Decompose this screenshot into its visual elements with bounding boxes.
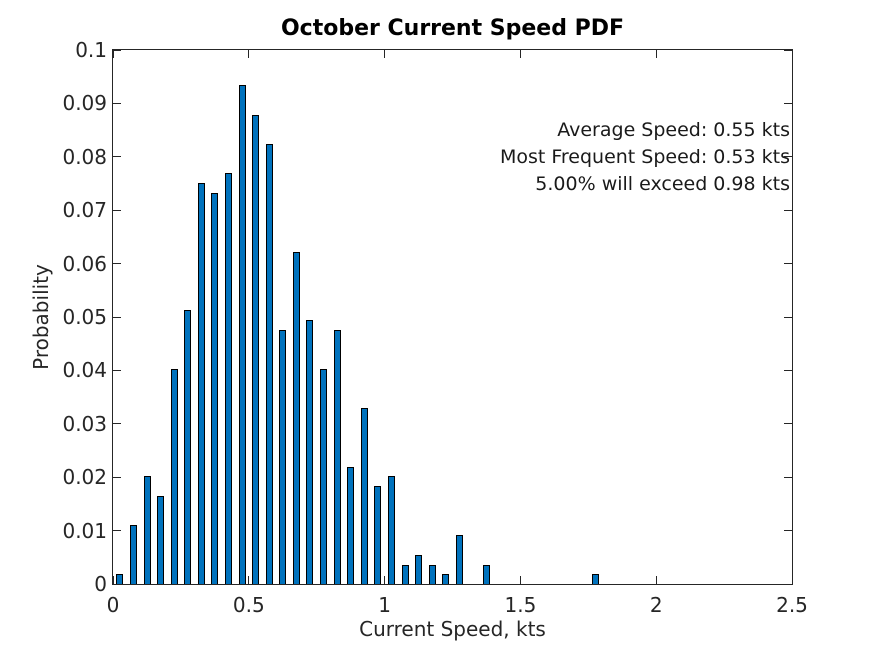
y-tick-label: 0.02	[62, 465, 107, 490]
histogram-bar	[360, 407, 368, 584]
histogram-bar	[279, 329, 287, 584]
chart-title: October Current Speed PDF	[280, 16, 625, 41]
histogram-bar	[428, 564, 436, 584]
x-tick-label: 0	[106, 593, 120, 617]
y-tick-label: 0.05	[62, 305, 107, 329]
histogram-bar	[252, 114, 260, 584]
y-tick-mark	[784, 263, 792, 265]
y-tick-mark	[113, 423, 121, 425]
histogram-bar	[197, 183, 205, 584]
histogram-bar	[129, 525, 137, 584]
y-tick-label: 0	[94, 572, 107, 596]
histogram-bar	[224, 173, 232, 584]
y-tick-mark	[784, 102, 792, 104]
plot-area	[112, 49, 793, 585]
histogram-bar	[415, 554, 423, 584]
x-tick-mark	[384, 576, 386, 584]
annotation-average-speed: Average Speed: 0.55 kts	[557, 119, 790, 141]
y-tick-mark	[113, 583, 121, 585]
x-tick-label: 2.5	[776, 593, 808, 617]
y-tick-mark	[113, 156, 121, 158]
y-tick-mark	[113, 369, 121, 371]
histogram-bar	[238, 85, 246, 584]
histogram-bar	[184, 310, 192, 584]
y-tick-mark	[784, 423, 792, 425]
histogram-bar	[347, 466, 355, 584]
y-tick-label: 0.01	[62, 518, 107, 543]
histogram-bar	[157, 496, 164, 584]
histogram-bar	[591, 574, 599, 584]
x-tick-label: 1	[378, 593, 391, 617]
y-tick-mark	[784, 49, 792, 51]
histogram-bar	[455, 535, 463, 584]
y-tick-label: 0.03	[62, 411, 107, 436]
histogram-bar	[306, 319, 314, 584]
histogram-bar	[265, 143, 273, 584]
x-tick-mark	[655, 576, 657, 584]
histogram-bar	[387, 476, 395, 584]
annotation-most-frequent-speed: Most Frequent Speed: 0.53 kts	[499, 146, 790, 168]
y-tick-mark	[784, 316, 792, 318]
x-tick-label: 0.5	[232, 593, 265, 617]
x-tick-mark	[791, 50, 793, 58]
histogram-bar	[292, 251, 300, 584]
histogram-bar	[483, 564, 490, 584]
y-tick-mark	[784, 369, 792, 371]
y-tick-mark	[784, 209, 792, 211]
y-tick-label: 0.1	[75, 38, 107, 62]
histogram-bar	[442, 574, 450, 584]
y-tick-mark	[784, 583, 792, 585]
y-tick-label: 0.07	[62, 198, 107, 223]
histogram-bar	[401, 564, 409, 584]
y-tick-label: 0.04	[62, 358, 107, 383]
y-tick-mark	[113, 263, 121, 265]
x-tick-mark	[655, 50, 657, 58]
histogram-bar	[143, 476, 151, 584]
x-tick-mark	[112, 576, 114, 584]
y-axis-label: Probability	[29, 264, 53, 370]
histogram-bar	[211, 192, 219, 584]
y-tick-mark	[784, 156, 792, 158]
x-tick-mark	[519, 50, 521, 58]
histogram-bar	[116, 574, 124, 584]
x-tick-mark	[112, 50, 114, 58]
y-tick-mark	[784, 476, 792, 478]
y-tick-mark	[113, 476, 121, 478]
x-tick-mark	[519, 576, 521, 584]
x-tick-mark	[248, 50, 250, 58]
x-axis-label: Current Speed, kts	[359, 617, 546, 641]
annotation-block: Average Speed: 0.55 kts Most Frequent Sp…	[500, 117, 790, 198]
x-tick-label: 1.5	[504, 593, 537, 617]
y-tick-mark	[113, 530, 121, 532]
histogram-bar	[170, 368, 178, 584]
y-tick-label: 0.06	[62, 251, 107, 276]
y-tick-mark	[113, 49, 121, 51]
y-tick-mark	[113, 316, 121, 318]
histogram-bar	[320, 368, 327, 584]
x-tick-mark	[248, 576, 250, 584]
histogram-bar	[333, 329, 341, 584]
y-tick-mark	[113, 209, 121, 211]
y-tick-label: 0.08	[62, 144, 107, 169]
y-tick-mark	[113, 102, 121, 104]
y-tick-mark	[784, 530, 792, 532]
y-tick-label: 0.09	[62, 91, 107, 116]
annotation-exceedance-speed: 5.00% will exceed 0.98 kts	[535, 173, 790, 195]
x-tick-label: 2	[649, 593, 663, 617]
histogram-bar	[374, 486, 382, 584]
x-tick-mark	[384, 50, 386, 58]
x-tick-mark	[791, 576, 793, 584]
